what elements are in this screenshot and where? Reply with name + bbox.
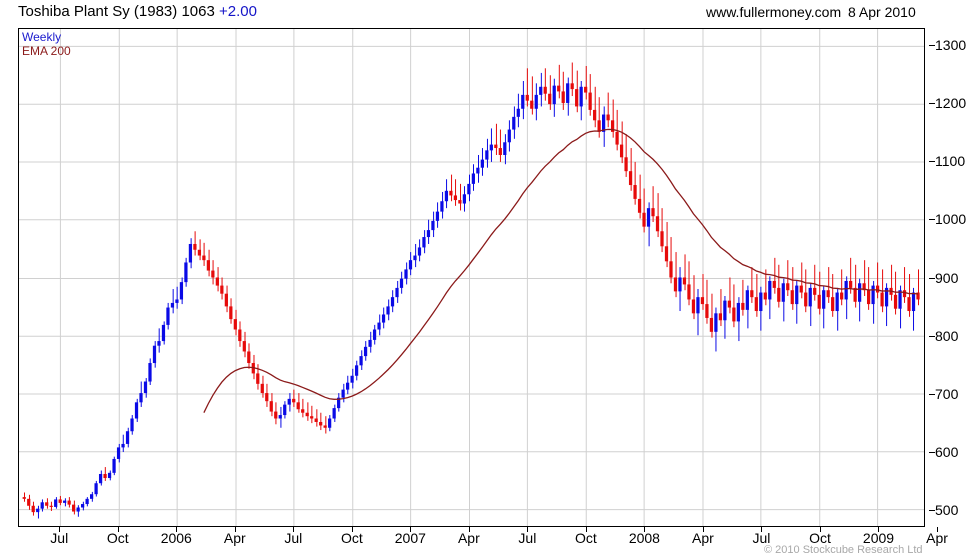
date-tick <box>235 527 236 532</box>
date-tick-label: Apr <box>457 530 480 546</box>
date-tick <box>761 527 762 532</box>
last-price: 1063 <box>181 3 215 20</box>
date-tick-label: Oct <box>106 530 129 546</box>
chart-plot-area <box>18 28 925 527</box>
price-tick <box>929 161 935 163</box>
date-tick-label: Jul <box>518 530 537 546</box>
legend-item-ema200: EMA 200 <box>22 44 71 58</box>
site-url: www.fullermoney.com <box>706 4 842 20</box>
date-axis: Jul Oct 2006 Apr Jul Oct 2007 Apr Jul Oct 2008 Apr J… <box>18 527 948 549</box>
date-tick-label: Jul <box>752 530 771 546</box>
chart-legend: Weekly EMA 200 <box>22 30 71 58</box>
date-tick-label: 2007 <box>394 530 426 546</box>
price-tick-label: 1200 <box>935 95 967 112</box>
date-tick <box>176 527 177 532</box>
instrument-name: Toshiba Plant Sy (1983) <box>18 3 178 20</box>
price-tick <box>929 219 935 221</box>
chart-data-layer <box>22 62 920 519</box>
price-tick-label: 1300 <box>935 37 967 54</box>
price-tick <box>929 277 935 279</box>
price-tick-label: 1000 <box>935 211 967 228</box>
price-tick-label: 900 <box>935 269 959 286</box>
price-tick-label: 800 <box>935 327 959 344</box>
date-tick-label: Apr <box>692 530 714 546</box>
chart-header: Toshiba Plant Sy (1983) 1063 +2.00 www.f… <box>0 0 980 27</box>
legend-item-weekly: Weekly <box>22 30 62 44</box>
price-tick-label: 1100 <box>935 153 966 170</box>
date-tick <box>469 527 470 532</box>
price-change: +2.00 <box>218 3 257 20</box>
date-tick-label: Jul <box>50 530 69 546</box>
date-tick-label: Oct <box>809 530 831 546</box>
price-tick <box>929 451 935 453</box>
price-tick <box>929 103 935 105</box>
price-tick-label: 700 <box>935 385 959 402</box>
price-axis: 500 600 700 800 900 1000 1100 1200 1300 <box>929 28 980 527</box>
instrument-title: Toshiba Plant Sy (1983) 1063 +2.00 <box>18 3 257 20</box>
date-tick <box>586 527 587 532</box>
date-tick <box>59 527 60 532</box>
date-tick <box>878 527 879 532</box>
date-tick-label: Jul <box>284 530 303 546</box>
date-tick-label: Oct <box>340 530 363 546</box>
date-tick-label: 2009 <box>862 530 895 546</box>
date-tick <box>352 527 353 532</box>
chart-gridlines <box>19 29 924 526</box>
date-tick <box>527 527 528 532</box>
price-tick <box>929 45 935 47</box>
date-tick <box>118 527 119 532</box>
date-tick <box>820 527 821 532</box>
date-tick <box>410 527 411 532</box>
date-tick-label: Apr <box>223 530 246 546</box>
price-tick <box>929 335 935 337</box>
date-tick-label: Oct <box>575 530 597 546</box>
price-tick <box>929 393 935 395</box>
copyright-notice: © 2010 Stockcube Research Ltd <box>764 544 923 556</box>
chart-date: 8 Apr 2010 <box>848 4 916 20</box>
date-tick-label: Apr <box>926 530 948 546</box>
price-tick <box>929 509 935 511</box>
date-tick-label: 2006 <box>160 530 192 546</box>
date-tick <box>644 527 645 532</box>
price-tick-label: 500 <box>935 501 959 518</box>
date-tick <box>293 527 294 532</box>
price-tick-label: 600 <box>935 443 959 460</box>
date-tick <box>703 527 704 532</box>
date-tick-label: 2008 <box>628 530 660 546</box>
date-tick <box>937 527 938 532</box>
